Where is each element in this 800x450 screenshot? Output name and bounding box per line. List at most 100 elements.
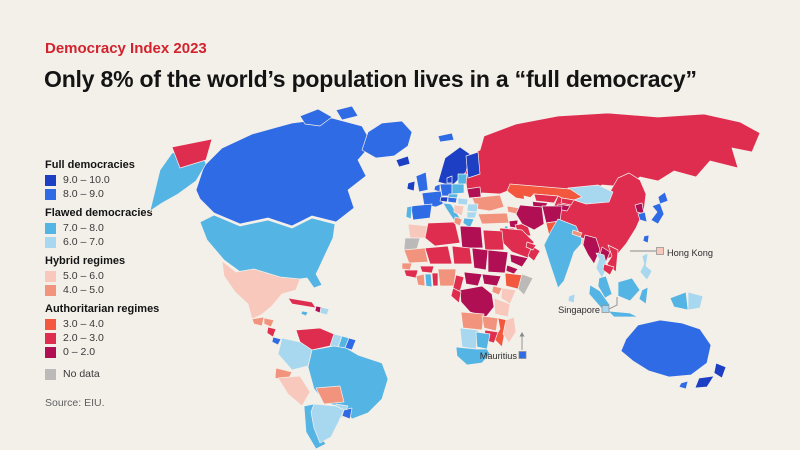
legend-group-title: Hybrid regimes (45, 255, 126, 267)
arctic-islands-east-region (335, 106, 359, 121)
legend-item: 5.0 – 6.0 (45, 269, 170, 283)
nepal-region (571, 229, 583, 238)
angola-region (460, 311, 485, 331)
bolivia-region (315, 385, 345, 405)
sulawesi-region (638, 286, 649, 305)
uruguay-region (341, 407, 353, 420)
france-region (421, 190, 444, 208)
cuba-region (287, 297, 317, 309)
eritrea-region (505, 264, 519, 275)
congo-region (450, 287, 462, 304)
legend-group-hybrid-regimes: Hybrid regimes 5.0 – 6.0 4.0 – 5.0 (45, 255, 170, 297)
legend-swatch-7-8 (45, 222, 56, 234)
sudan-region (487, 249, 509, 274)
legend-swatch-3-4 (45, 318, 56, 330)
sri-lanka-region (567, 293, 576, 304)
legend-swatch-0-2 (45, 346, 56, 358)
south-sudan-region (481, 273, 502, 287)
chart-title: Only 8% of the world’s population lives … (44, 66, 697, 92)
mali-region (424, 245, 453, 265)
legend-group-title: Flawed democracies (45, 207, 153, 219)
libya-region (459, 225, 484, 249)
legend-item-no-data: No data (45, 367, 170, 381)
bulgaria-region (466, 211, 478, 219)
singapore-leader-line (608, 297, 618, 310)
morocco-region (407, 223, 429, 239)
legend-swatch-6-7 (45, 236, 56, 248)
legend-group-title: Authoritarian regimes (45, 303, 160, 315)
south-korea-region (637, 211, 648, 223)
egypt-region (482, 229, 505, 251)
yemen-region (509, 253, 529, 268)
uae-region (525, 241, 537, 251)
world-map: Hong Kong Singapore Mauritius (149, 106, 761, 450)
mauritania-region (403, 247, 429, 264)
oman-region (527, 245, 541, 262)
legend-range-label: 5.0 – 6.0 (63, 270, 104, 282)
legend-group-title: Full democracies (45, 159, 135, 171)
legend-range-label: 4.0 – 5.0 (63, 284, 104, 296)
denmark-region (446, 175, 453, 184)
uganda-region (491, 285, 503, 296)
legend-swatch-no-data (45, 368, 56, 380)
legend-range-label: 0 – 2.0 (63, 346, 96, 358)
guinea-region (403, 269, 419, 279)
hong-kong-label: Hong Kong (667, 248, 713, 258)
legend-range-label: 3.0 – 4.0 (63, 318, 104, 330)
belarus-region (466, 186, 482, 199)
nigeria-region (437, 268, 457, 287)
legend-range-label: 9.0 – 10.0 (63, 174, 110, 186)
annotation-hong-kong: Hong Kong (630, 247, 713, 258)
indonesian-papua-region (669, 291, 689, 311)
myanmar-region (582, 234, 601, 265)
arctic-islands-west-region (299, 108, 333, 127)
legend-group-authoritarian-regimes: Authoritarian regimes 3.0 – 4.0 2.0 – 3.… (45, 303, 170, 359)
finland-region (465, 151, 481, 179)
algeria-region (424, 221, 461, 247)
portugal-region (405, 205, 413, 220)
guatemala-region (251, 316, 265, 327)
zambia-region (481, 315, 499, 332)
legend: Full democracies 9.0 – 10.0 8.0 – 9.0 Fl… (45, 159, 170, 381)
ghana-region (424, 273, 433, 288)
singapore-marker (601, 305, 610, 313)
hong-kong-marker (656, 247, 664, 255)
burkina-faso-region (419, 265, 435, 274)
lowlands-region (433, 183, 441, 193)
nicaragua-region (266, 326, 277, 338)
borneo-region (617, 277, 641, 302)
legend-swatch-4-5 (45, 284, 56, 296)
japan-hokkaido-region (657, 191, 669, 205)
taiwan-region (642, 234, 650, 244)
legend-item: 3.0 – 4.0 (45, 317, 170, 331)
mozambique-region (493, 317, 508, 348)
legend-swatch-8-9 (45, 188, 56, 200)
legend-range-label: 6.0 – 7.0 (63, 236, 104, 248)
japan-honshu-region (650, 202, 665, 225)
legend-item: 2.0 – 3.0 (45, 331, 170, 345)
malay-peninsula-region (597, 275, 613, 299)
romania-region (466, 203, 479, 213)
legend-swatch-5-6 (45, 270, 56, 282)
somalia-region (517, 273, 534, 296)
chukotka-region (171, 138, 213, 169)
mauritius-label: Mauritius (480, 351, 518, 361)
madagascar-region (502, 316, 517, 344)
costa-rica-region (271, 336, 282, 346)
cambodia-region (602, 263, 615, 276)
chart-kicker: Democracy Index 2023 (45, 40, 207, 57)
annotation-mauritius: Mauritius (480, 332, 527, 361)
togo-benin-region (431, 272, 439, 287)
legend-range-label: 8.0 – 9.0 (63, 188, 104, 200)
niger-region (451, 245, 473, 265)
new-zealand-north-region (713, 362, 727, 379)
hungary-slovakia-region (457, 197, 469, 206)
tasmania-region (678, 380, 689, 390)
world-map-container: Hong Kong Singapore Mauritius (130, 106, 800, 450)
legend-range-label: No data (63, 368, 100, 380)
map-regions (149, 106, 761, 450)
balkans-region (453, 204, 465, 217)
mauritius-leader-arrow (519, 332, 525, 337)
legend-group-flawed-democracies: Flawed democracies 7.0 – 8.0 6.0 – 7.0 (45, 207, 170, 249)
